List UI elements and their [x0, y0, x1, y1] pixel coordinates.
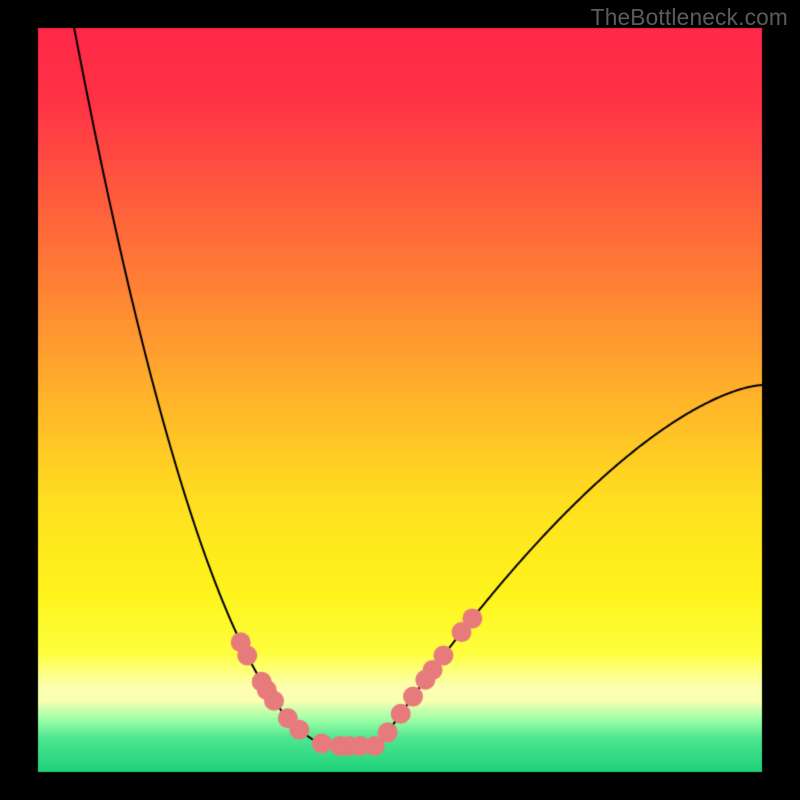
bottleneck-curve-chart [0, 0, 800, 800]
chart-stage: TheBottleneck.com [0, 0, 800, 800]
